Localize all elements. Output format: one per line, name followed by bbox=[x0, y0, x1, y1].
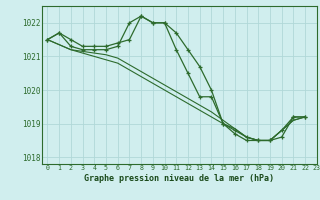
X-axis label: Graphe pression niveau de la mer (hPa): Graphe pression niveau de la mer (hPa) bbox=[84, 174, 274, 183]
